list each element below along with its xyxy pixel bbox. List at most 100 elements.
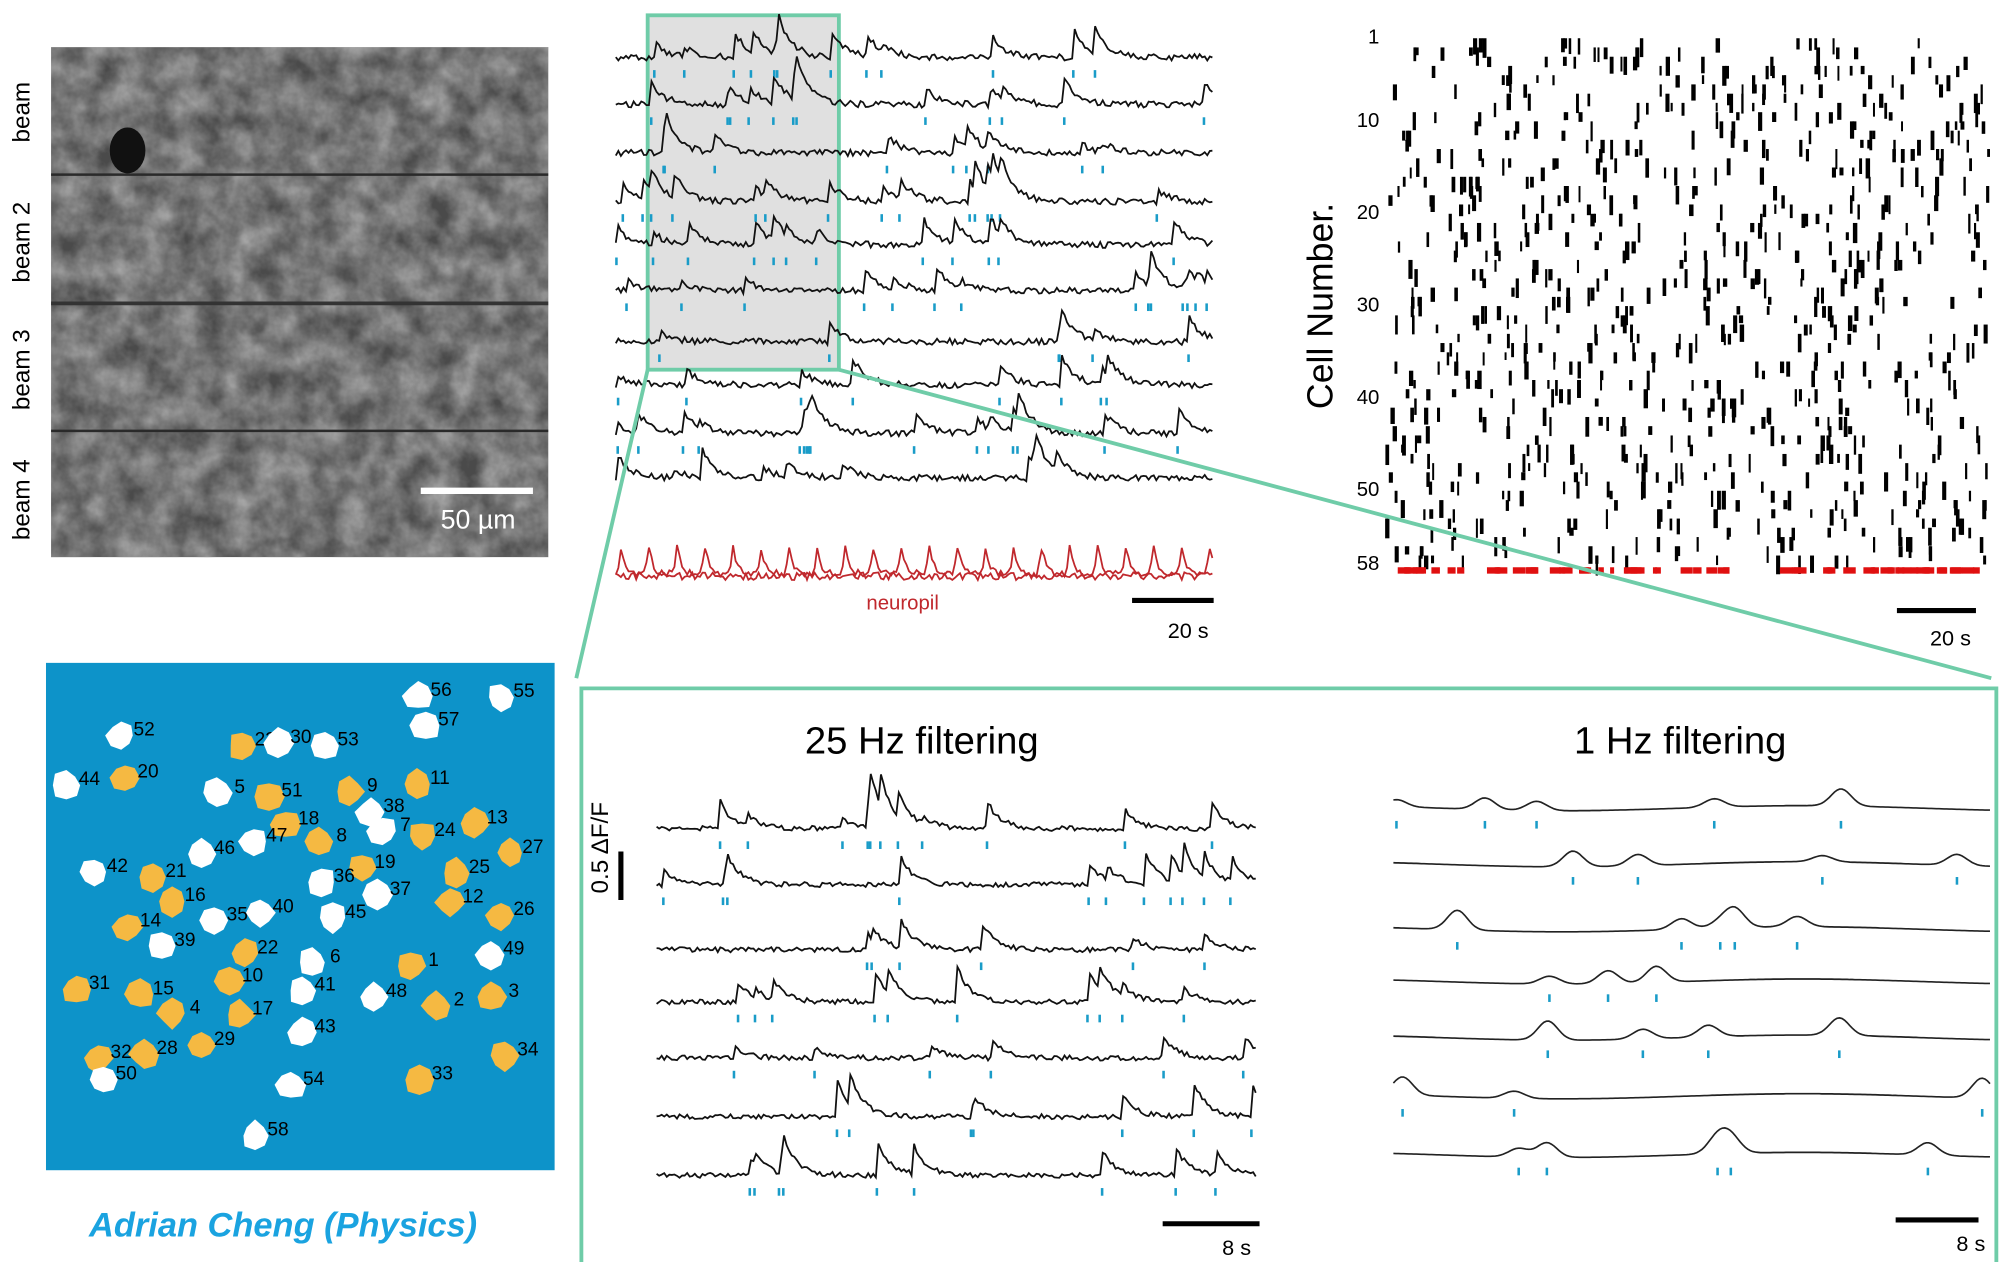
roi-label: 57 — [438, 709, 459, 730]
panel-title: 1 Hz filtering — [1574, 719, 1787, 762]
roi-label: 10 — [242, 966, 263, 987]
cell-roi — [155, 997, 185, 1030]
cell-roi — [203, 777, 233, 808]
roi-label: 5 — [234, 777, 245, 798]
beam-label: beam 2 — [8, 202, 35, 283]
microscope-image — [51, 47, 549, 558]
trace — [615, 112, 1213, 159]
cell-roi — [230, 732, 257, 761]
neuropil-event — [1634, 567, 1642, 574]
cell-roi — [444, 856, 470, 889]
neuropil-event — [1558, 567, 1566, 574]
neuropil-event — [1598, 567, 1604, 574]
cell-roi — [231, 938, 259, 968]
y-axis-label: Cell Number. — [1301, 203, 1341, 409]
roi-label: 30 — [290, 727, 311, 748]
neuropil-event — [1693, 567, 1702, 574]
cell-roi — [148, 932, 176, 959]
cell-roi — [310, 731, 339, 759]
neuropil-event — [1562, 567, 1573, 574]
roi-label: 24 — [434, 820, 456, 841]
neuropil-event — [1706, 567, 1717, 574]
neuropil-event — [1843, 567, 1856, 574]
trace — [656, 1071, 1257, 1121]
roi-label: 53 — [337, 730, 358, 751]
trace — [614, 213, 1214, 250]
scale-label: 8 s — [1956, 1231, 1985, 1256]
trace — [615, 13, 1213, 63]
cell-roi — [489, 684, 514, 713]
roi-label: 3 — [509, 981, 520, 1002]
cell-roi — [404, 768, 430, 800]
beam-label: beam — [8, 82, 35, 143]
cell-roi — [497, 837, 522, 868]
scale-label: 8 s — [1222, 1235, 1251, 1260]
roi-label: 41 — [315, 974, 336, 995]
cell-roi — [188, 837, 217, 868]
scale-label: 20 s — [1168, 618, 1209, 643]
neuropil-event — [1972, 567, 1980, 574]
cell-roi — [308, 868, 334, 898]
trace — [656, 963, 1256, 1006]
cell-roi — [490, 1041, 520, 1073]
roi-label: 31 — [89, 973, 110, 994]
scale-label: 50 µm — [441, 504, 516, 534]
trace — [1393, 1017, 1990, 1041]
cell-roi — [79, 859, 107, 887]
beam-label: beam 3 — [8, 329, 35, 410]
roi-label: 14 — [140, 911, 162, 932]
scale-label: 20 s — [1930, 626, 1971, 651]
trace — [615, 251, 1214, 297]
cell-roi — [401, 680, 433, 708]
credit: Adrian Cheng (Physics) — [88, 1207, 477, 1245]
cell-roi — [405, 1064, 435, 1096]
cell-roi — [420, 990, 451, 1021]
cell-roi — [124, 978, 154, 1007]
neuropil-event — [1623, 567, 1630, 574]
cell-roi — [398, 952, 427, 981]
trace — [614, 432, 1213, 483]
roi-label: 54 — [303, 1069, 325, 1090]
trace — [615, 570, 1213, 583]
cell-roi — [360, 981, 389, 1012]
neuropil-event — [1961, 567, 1975, 574]
roi-label: 1 — [428, 950, 439, 971]
neuropil-event — [1872, 567, 1879, 574]
trace — [656, 918, 1257, 954]
y-tick-label: 10 — [1357, 110, 1380, 132]
roi-label: 29 — [214, 1029, 235, 1050]
neuropil-event — [1512, 567, 1526, 574]
roi-label: 19 — [374, 852, 395, 873]
neuropil-event — [1530, 567, 1539, 574]
neuropil-event — [1910, 567, 1919, 574]
y-tick-label: 30 — [1357, 294, 1380, 316]
cell-roi — [477, 981, 508, 1010]
neuropil-event — [1939, 567, 1947, 574]
cell-roi — [460, 807, 491, 839]
roi-label: 56 — [431, 680, 452, 701]
cell-roi — [245, 899, 276, 928]
zoom-box — [645, 13, 841, 372]
roi-label: 43 — [315, 1016, 336, 1037]
roi-label: 16 — [185, 885, 206, 906]
roi-label: 2 — [454, 990, 465, 1011]
y-tick-label: 58 — [1357, 553, 1380, 575]
trace — [1393, 788, 1990, 812]
roi-label: 34 — [517, 1039, 539, 1060]
cell-roi — [484, 903, 515, 932]
roi-label: 4 — [190, 997, 201, 1018]
roi-label: 38 — [383, 796, 404, 817]
roi-label: 28 — [156, 1038, 177, 1059]
neuropil-event — [1397, 567, 1408, 574]
neuropil-event — [1549, 567, 1562, 574]
neuropil-event — [1652, 567, 1658, 574]
cell-roi — [434, 888, 466, 918]
roi-label: 36 — [334, 866, 355, 887]
roi-label: 40 — [272, 897, 293, 918]
trace — [656, 773, 1256, 833]
cell-roi — [362, 878, 394, 911]
trace — [1393, 965, 1990, 985]
neuropil-event — [1863, 567, 1875, 574]
cell-roi — [474, 941, 505, 971]
